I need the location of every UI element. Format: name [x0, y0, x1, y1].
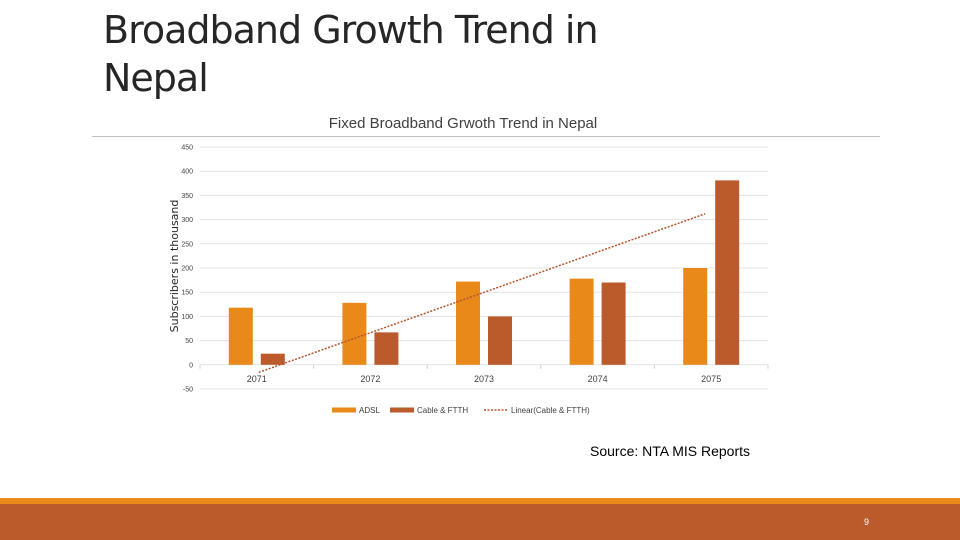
y-tick-label: 200: [181, 266, 193, 273]
footer-accent-bar: [0, 498, 960, 504]
y-tick-label: 350: [181, 193, 193, 200]
y-tick-label: 450: [181, 145, 193, 152]
chart-title: Fixed Broadband Grwoth Trend in Nepal: [329, 115, 597, 132]
y-tick-label: 50: [185, 338, 193, 345]
title-divider: [92, 136, 880, 137]
bar-adsl-2072: [342, 302, 367, 365]
bar-adsl-2073: [456, 281, 480, 365]
x-tick-label: 2073: [474, 374, 494, 384]
legend-cable-ftth-label: Cable & FTTH: [417, 406, 468, 415]
y-tick-label: 250: [181, 241, 193, 248]
bar-cable-ftth-2075: [715, 180, 740, 365]
bar-cable-ftth-2072: [374, 332, 399, 365]
y-tick-label: 300: [181, 217, 193, 224]
bar-cable-ftth-2071: [260, 353, 285, 365]
bar-adsl-2075: [683, 268, 708, 365]
y-axis-label: Subscribers in thousand: [168, 200, 181, 333]
y-tick-label: 100: [181, 314, 193, 321]
y-tick-label: -50: [183, 387, 193, 394]
x-tick-label: 2071: [247, 374, 267, 384]
bar-cable-ftth-2073: [488, 316, 512, 365]
source-note: Source: NTA MIS Reports: [590, 443, 751, 459]
legend-adsl-swatch: [332, 407, 356, 413]
footer-bar: [0, 504, 960, 540]
trendline-cable-ftth: [258, 213, 706, 374]
legend-trendline-label: Linear(Cable & FTTH): [511, 406, 590, 415]
x-tick-label: 2075: [701, 374, 721, 384]
bar-adsl-2074: [569, 278, 594, 365]
slide-title: Broadband Growth Trend in Nepal: [103, 8, 599, 100]
x-tick-label: 2072: [360, 374, 380, 384]
bar-cable-ftth-2074: [601, 282, 626, 365]
legend-cable-ftth-swatch: [390, 407, 414, 413]
bar-adsl-2071: [228, 307, 253, 365]
y-tick-label: 400: [181, 169, 193, 176]
legend-adsl-label: ADSL: [359, 406, 380, 415]
x-tick-label: 2074: [588, 374, 608, 384]
y-tick-label: 150: [181, 290, 193, 297]
page-number: 9: [864, 517, 870, 527]
y-tick-label: 0: [189, 362, 193, 369]
